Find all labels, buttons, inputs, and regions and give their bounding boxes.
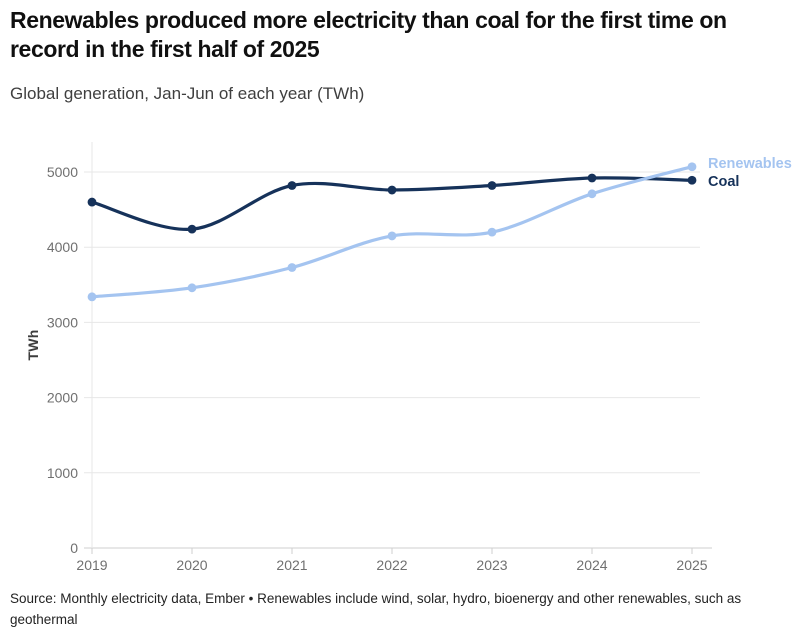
x-tick-label: 2020 [176, 557, 207, 573]
data-point-coal [287, 181, 297, 190]
data-point-coal [587, 173, 597, 183]
data-point-renewables [287, 263, 297, 272]
data-point-renewables [587, 189, 597, 199]
y-tick-label: 3000 [47, 314, 78, 330]
source-note: Source: Monthly electricity data, Ember … [10, 591, 742, 627]
y-axis-title: TWh [25, 329, 41, 361]
x-tick-label: 2023 [476, 557, 507, 573]
x-tick-label: 2019 [76, 557, 107, 573]
x-tick-label: 2025 [676, 557, 707, 573]
legend-label-renewables: Renewables [708, 156, 792, 172]
y-tick-label: 5000 [47, 164, 78, 180]
data-point-coal [387, 185, 397, 195]
x-tick-label: 2024 [576, 557, 607, 573]
data-point-renewables [487, 227, 497, 237]
series-line-coal [90, 176, 694, 231]
data-point-coal [87, 197, 97, 207]
data-point-renewables [187, 283, 197, 293]
legend-label-coal: Coal [708, 174, 740, 190]
y-tick-label: 0 [70, 540, 78, 556]
x-tick-label: 2021 [276, 557, 307, 573]
y-tick-label: 4000 [47, 239, 78, 255]
y-tick-label: 2000 [47, 390, 78, 406]
chart-subtitle: Global generation, Jan-Jun of each year … [10, 84, 365, 103]
data-point-coal [687, 175, 697, 185]
data-point-renewables [387, 231, 397, 241]
data-point-renewables [687, 162, 697, 172]
chart-title: Renewables produced more electricity tha… [10, 7, 727, 63]
data-point-renewables [87, 292, 97, 302]
data-point-coal [187, 224, 197, 234]
data-point-coal [487, 181, 497, 190]
x-tick-label: 2022 [376, 557, 407, 573]
y-tick-label: 1000 [47, 465, 78, 481]
